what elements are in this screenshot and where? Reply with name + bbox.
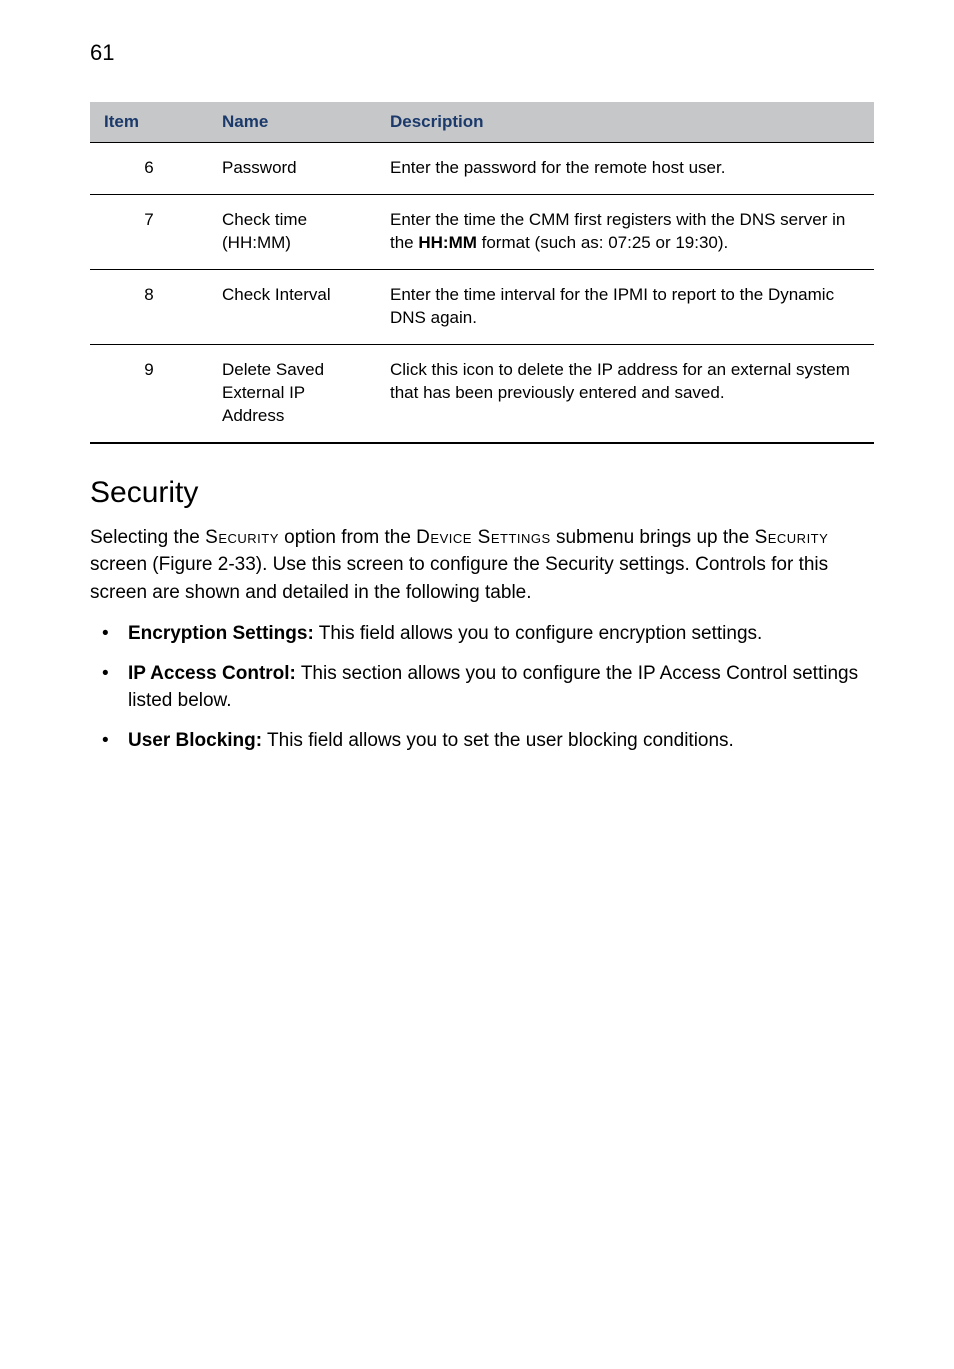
list-item-text: This field allows you to set the user bl… [262, 730, 734, 751]
col-item: Item [90, 102, 208, 143]
cell-item: 6 [90, 143, 208, 195]
section-heading-security: Security [90, 476, 874, 510]
para-smallcaps: Security [755, 527, 829, 548]
para-text: Selecting the [90, 527, 205, 548]
table-header-row: Item Name Description [90, 102, 874, 143]
page-number: 61 [90, 40, 874, 66]
cell-desc: Enter the time interval for the IPMI to … [376, 269, 874, 344]
cell-desc: Click this icon to delete the IP address… [376, 344, 874, 442]
para-smallcaps: Security [205, 527, 279, 548]
table-row: 7 Check time (HH:MM) Enter the time the … [90, 194, 874, 269]
list-item-label: Encryption Settings: [128, 623, 314, 644]
col-description: Description [376, 102, 874, 143]
list-item-label: User Blocking: [128, 730, 262, 751]
table-row: 6 Password Enter the password for the re… [90, 143, 874, 195]
page-container: 61 Item Name Description 6 Password Ente… [0, 0, 954, 1369]
para-smallcaps: Device Settings [416, 527, 551, 548]
cell-item: 9 [90, 344, 208, 442]
cell-name: Check time (HH:MM) [208, 194, 376, 269]
para-text: submenu brings up the [551, 527, 755, 548]
list-item: User Blocking: This field allows you to … [90, 727, 874, 755]
cell-desc: Enter the time the CMM first registers w… [376, 194, 874, 269]
desc-post: format (such as: 07:25 or 19:30). [477, 233, 728, 252]
feature-list: Encryption Settings: This field allows y… [90, 620, 874, 754]
cell-name: Delete Saved External IP Address [208, 344, 376, 442]
spec-table: Item Name Description 6 Password Enter t… [90, 102, 874, 444]
intro-paragraph: Selecting the Security option from the D… [90, 524, 874, 607]
para-text: screen (Figure 2-33). Use this screen to… [90, 554, 828, 603]
cell-item: 7 [90, 194, 208, 269]
table-row: 9 Delete Saved External IP Address Click… [90, 344, 874, 442]
list-item: IP Access Control: This section allows y… [90, 660, 874, 715]
table-row: 8 Check Interval Enter the time interval… [90, 269, 874, 344]
list-item-text: This field allows you to configure encry… [314, 623, 763, 644]
para-text: option from the [279, 527, 416, 548]
cell-desc: Enter the password for the remote host u… [376, 143, 874, 195]
cell-name: Check Interval [208, 269, 376, 344]
desc-bold: HH:MM [418, 233, 477, 252]
cell-name: Password [208, 143, 376, 195]
cell-item: 8 [90, 269, 208, 344]
list-item-label: IP Access Control: [128, 663, 296, 684]
col-name: Name [208, 102, 376, 143]
list-item: Encryption Settings: This field allows y… [90, 620, 874, 648]
